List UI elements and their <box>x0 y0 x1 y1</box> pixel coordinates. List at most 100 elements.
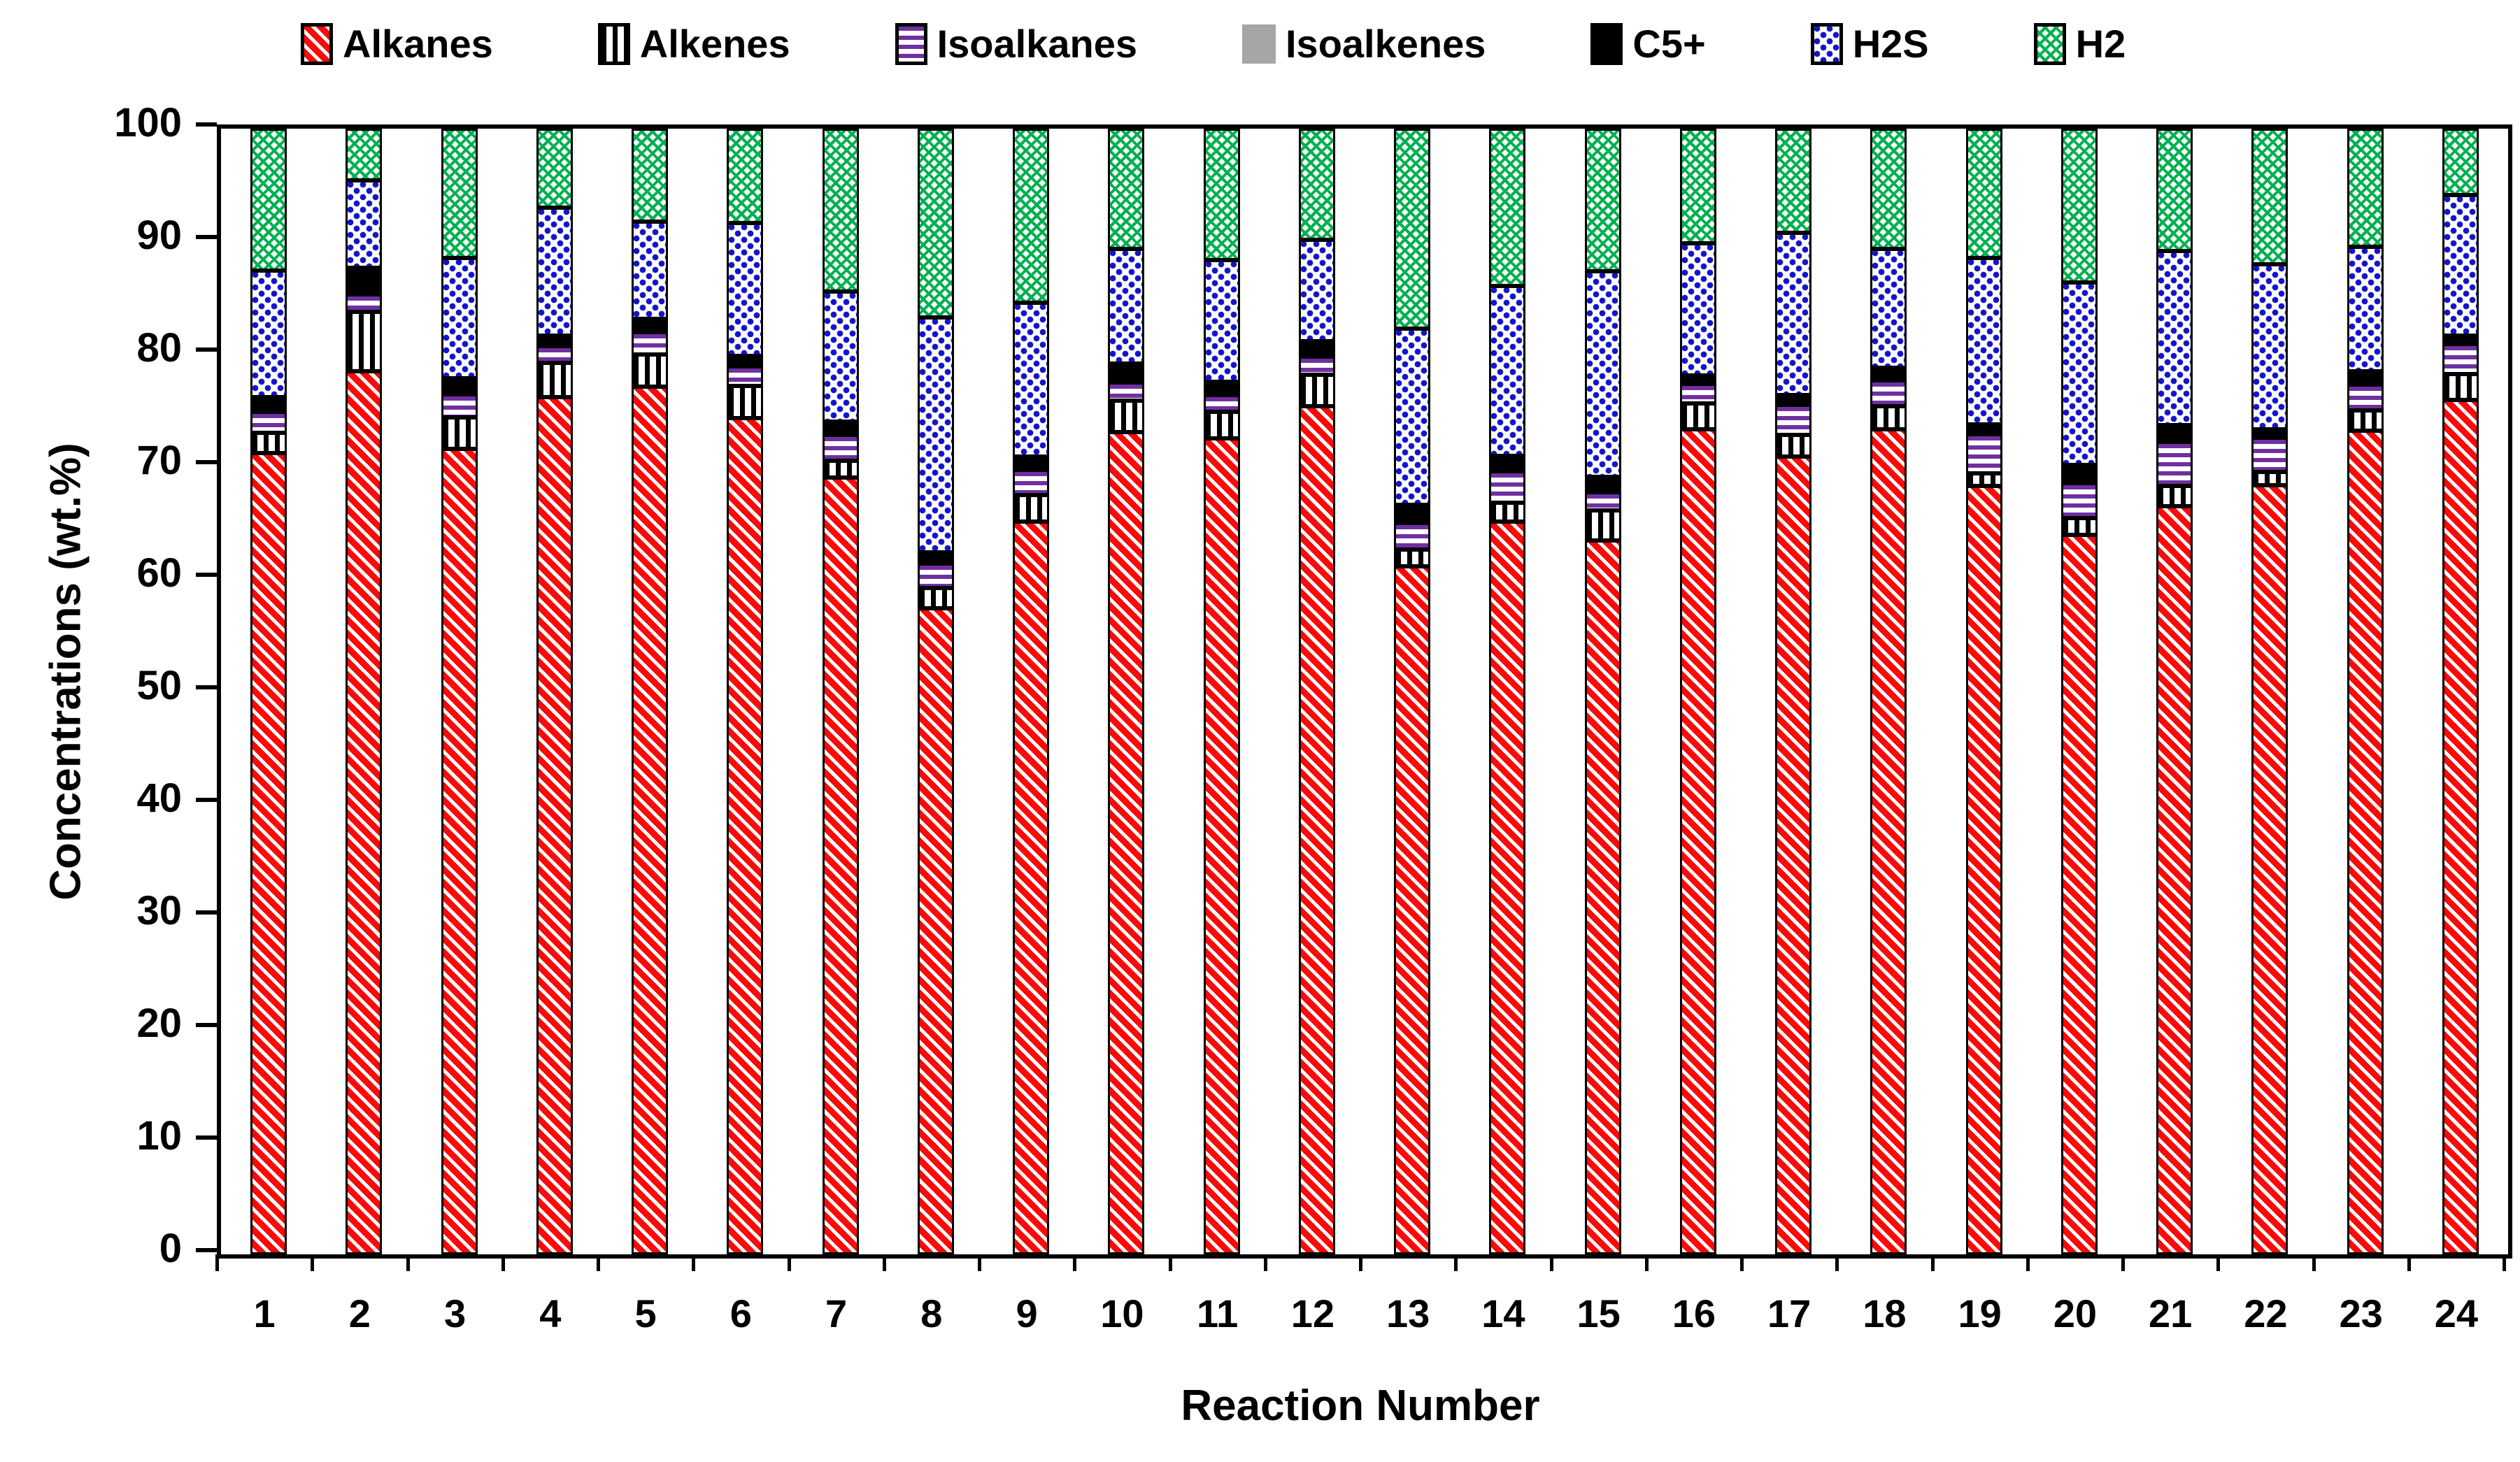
bar-slot-10 <box>1079 129 1174 1254</box>
segment-c5plus <box>250 397 287 408</box>
segment-c5plus <box>2060 464 2098 480</box>
y-tick-label: 30 <box>136 888 182 933</box>
stacked-bar-4 <box>536 129 573 1254</box>
segment-isoalkenes <box>822 431 859 436</box>
segment-isoalkanes <box>1775 404 1812 436</box>
h2s-swatch-icon <box>1810 22 1843 65</box>
segment-isoalkenes <box>1870 375 1907 380</box>
segment-h2 <box>1679 128 1716 243</box>
segment-alkenes <box>2347 410 2384 431</box>
segment-alkanes <box>1489 522 1526 1254</box>
segment-alkanes <box>1965 485 2002 1254</box>
x-tick-mark <box>692 1254 696 1271</box>
segment-h2s <box>2251 264 2288 430</box>
segment-isoalkenes <box>441 390 478 395</box>
segment-h2s <box>2156 251 2193 426</box>
x-tick-mark <box>882 1254 886 1271</box>
x-category-label-6: 6 <box>729 1291 752 1335</box>
legend-label: Isoalkanes <box>937 22 1137 66</box>
x-category-label-11: 11 <box>1197 1291 1239 1335</box>
segment-alkenes <box>1013 494 1050 522</box>
stacked-bar-24 <box>2442 129 2479 1254</box>
x-tick-mark <box>1835 1254 1839 1271</box>
bar-slot-17 <box>1746 129 1841 1254</box>
segment-c5plus <box>632 318 669 328</box>
stacked-bar-3 <box>441 129 478 1254</box>
x-category-label-2: 2 <box>348 1291 371 1335</box>
bar-slot-22 <box>2222 129 2317 1254</box>
x-category-label-22: 22 <box>2244 1291 2288 1335</box>
segment-alkanes <box>727 418 764 1254</box>
segment-alkanes <box>632 387 669 1254</box>
bar-slot-6 <box>697 128 792 1254</box>
x-tick-mark <box>1930 1254 1935 1271</box>
segment-c5plus <box>1965 424 2002 430</box>
segment-alkenes <box>917 587 954 608</box>
y-tick-mark <box>196 910 217 915</box>
x-tick-mark <box>501 1254 505 1271</box>
segment-alkenes <box>250 433 287 454</box>
x-category-label-5: 5 <box>634 1291 657 1335</box>
segment-c5plus <box>346 268 383 291</box>
legend-label: Alkenes <box>639 22 790 66</box>
segment-c5plus <box>2251 429 2288 434</box>
segment-alkenes <box>1679 403 1716 429</box>
x-category-label-18: 18 <box>1863 1291 1907 1335</box>
segment-alkenes <box>1775 435 1812 457</box>
segment-alkenes <box>2251 471 2288 485</box>
segment-alkenes <box>2060 518 2098 536</box>
x-category-label-8: 8 <box>920 1291 943 1335</box>
legend-item-c5plus: C5+ <box>1590 21 1706 66</box>
x-tick-mark <box>2216 1254 2221 1271</box>
stacked-bar-19 <box>1965 129 2002 1254</box>
segment-alkanes <box>2347 430 2384 1254</box>
x-category-label-3: 3 <box>444 1291 467 1335</box>
segment-isoalkanes <box>1489 471 1526 503</box>
segment-alkenes <box>1203 411 1240 439</box>
bar-slot-13 <box>1365 128 1460 1254</box>
stacked-bar-11 <box>1203 129 1240 1254</box>
segment-alkenes <box>2156 485 2193 506</box>
segment-isoalkenes <box>1013 466 1050 471</box>
x-category-label-23: 23 <box>2339 1291 2383 1335</box>
y-tick-mark <box>196 685 217 689</box>
x-category-label-13: 13 <box>1386 1291 1430 1335</box>
segment-c5plus <box>536 335 573 343</box>
y-tick-label: 60 <box>136 550 182 596</box>
stacked-bar-16 <box>1679 128 1716 1254</box>
legend-label: H2 <box>2075 22 2126 66</box>
segment-isoalkenes <box>632 327 669 332</box>
x-category-label-9: 9 <box>1016 1291 1038 1335</box>
segment-h2s <box>346 180 383 268</box>
y-tick-label: 20 <box>136 1001 182 1046</box>
isoalkanes-swatch-icon <box>895 22 927 65</box>
segment-alkanes <box>1775 456 1812 1254</box>
y-tick-mark <box>196 347 217 352</box>
segment-h2s <box>917 317 954 552</box>
bar-slot-14 <box>1460 129 1555 1254</box>
stacked-bar-14 <box>1489 129 1526 1254</box>
segment-h2s <box>1965 257 2002 424</box>
legend-label: H2S <box>1852 22 1929 66</box>
y-tick-label: 100 <box>114 100 182 145</box>
stacked-bar-15 <box>1584 128 1621 1254</box>
segment-isoalkanes <box>1203 394 1240 412</box>
segment-h2s <box>441 257 478 378</box>
segment-h2s <box>1298 240 1335 341</box>
segment-h2 <box>2156 129 2193 252</box>
stacked-bar-1 <box>250 129 287 1254</box>
legend-item-alkenes: Alkenes <box>597 21 790 66</box>
segment-isoalkanes <box>2156 442 2193 486</box>
segment-alkenes <box>536 363 573 397</box>
segment-c5plus <box>1489 455 1526 467</box>
x-category-label-7: 7 <box>825 1291 848 1335</box>
segment-alkanes <box>1679 429 1716 1254</box>
segment-isoalkanes <box>2251 438 2288 472</box>
segment-c5plus <box>1870 368 1907 376</box>
segment-h2 <box>1013 129 1050 303</box>
segment-isoalkanes <box>250 411 287 433</box>
y-tick-mark <box>196 235 217 239</box>
x-category-label-1: 1 <box>253 1291 276 1335</box>
x-tick-mark <box>1454 1254 1458 1271</box>
segment-h2 <box>1203 129 1240 261</box>
